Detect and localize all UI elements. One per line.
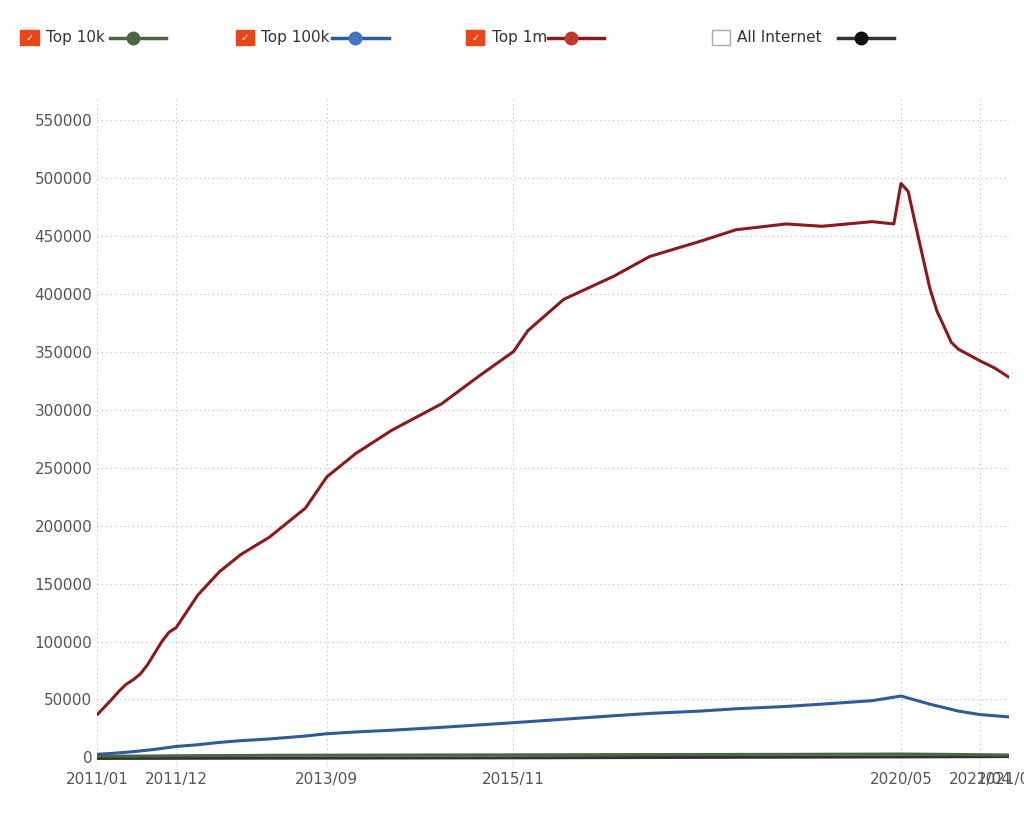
Text: ✓: ✓ bbox=[471, 33, 479, 43]
Text: ✓: ✓ bbox=[26, 33, 34, 43]
Text: Top 100k: Top 100k bbox=[261, 30, 330, 45]
Text: ✓: ✓ bbox=[241, 33, 249, 43]
Text: Top 10k: Top 10k bbox=[46, 30, 104, 45]
Text: Top 1m: Top 1m bbox=[492, 30, 547, 45]
Text: All Internet: All Internet bbox=[737, 30, 822, 45]
